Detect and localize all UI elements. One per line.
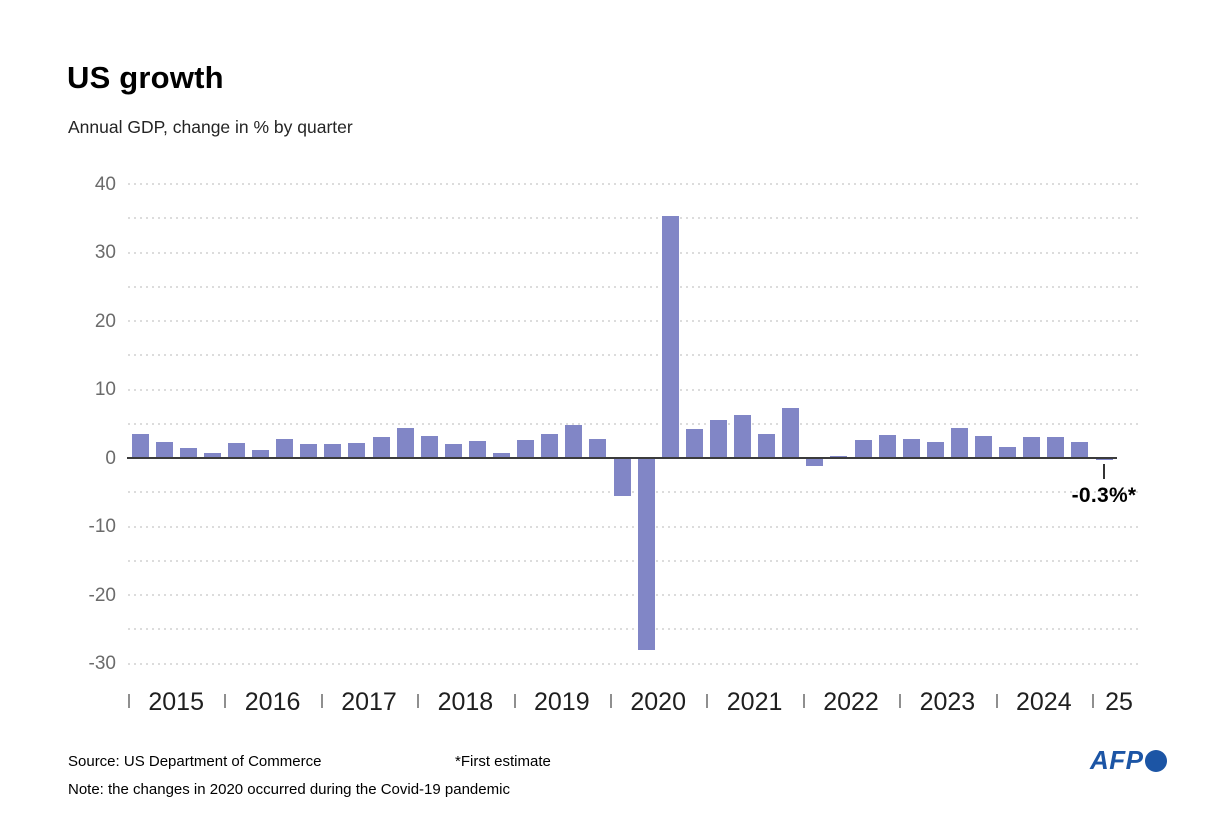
source-text: Source: US Department of Commerce: [68, 753, 322, 770]
x-axis-year-2017: 2017: [341, 688, 397, 716]
bar-2015-Q2: [155, 441, 173, 458]
x-axis-tick-0: [128, 694, 130, 708]
bar-2020-Q1: [613, 458, 631, 496]
gridline-5: [128, 422, 1140, 425]
y-axis-label--20: -20: [88, 584, 116, 606]
gridline-40: [128, 183, 1140, 185]
y-axis-label--30: -30: [88, 653, 116, 674]
y-axis-label-0: 0: [105, 447, 116, 469]
x-axis-year-2021: 2021: [726, 688, 783, 716]
bar-2018-Q3: [468, 440, 486, 458]
x-axis-year-2024: 2024: [1015, 688, 1072, 716]
gridline-30: [128, 251, 1140, 254]
bar-2022-Q4: [878, 434, 896, 458]
chart-subtitle: Annual GDP, change in % by quarter: [68, 117, 353, 137]
x-axis-year-2020: 2020: [630, 688, 686, 716]
x-axis-year-25: 25: [1105, 688, 1133, 716]
x-axis-year-2016: 2016: [244, 688, 301, 716]
annotation-pointer-line: [1103, 464, 1105, 479]
afp-logo: AFP: [1090, 745, 1180, 775]
bar-2023-Q4: [975, 436, 992, 458]
bar-2016-Q1: [227, 442, 245, 458]
covid-note: Note: the changes in 2020 occurred durin…: [68, 781, 510, 798]
bar-2021-Q1: [709, 419, 727, 458]
gridline--5: [128, 491, 1140, 494]
gridline-25: [128, 285, 1140, 288]
gridline--10: [128, 525, 1140, 528]
afp-logo-text: AFP: [1090, 745, 1144, 775]
bar-2018-Q4: [493, 453, 510, 458]
gridline-35: [128, 217, 1140, 220]
bar-2024-Q3: [1047, 436, 1065, 458]
chart-title: US growth: [67, 60, 224, 95]
gridline-20: [128, 320, 1140, 322]
bar-2024-Q2: [1023, 437, 1041, 458]
bar-2018-Q2: [444, 443, 462, 458]
bar-2021-Q4: [782, 407, 800, 458]
bar-2023-Q3: [950, 427, 968, 458]
bar-2025-Q1: [1095, 458, 1113, 461]
bar-2021-Q2: [734, 414, 751, 458]
first-estimate-note: *First estimate: [455, 753, 551, 770]
bar-2015-Q1: [131, 434, 149, 458]
x-axis-tick-1: [224, 694, 227, 708]
y-axis-label-30: 30: [94, 242, 116, 263]
x-axis-tick-10: [1092, 694, 1094, 708]
x-axis-zero-line: [127, 456, 1117, 459]
x-axis-tick-7: [802, 694, 805, 708]
bar-2020-Q4: [685, 428, 703, 458]
bar-2018-Q1: [420, 436, 438, 458]
gridline--15: [128, 559, 1140, 562]
x-axis-year-2019: 2019: [533, 688, 590, 716]
afp-logo-dot-icon: [1144, 750, 1167, 772]
x-axis-year-2022: 2022: [823, 688, 879, 716]
gridline-10: [128, 388, 1140, 391]
bar-2016-Q3: [276, 438, 294, 458]
bar-2023-Q1: [902, 438, 920, 458]
x-axis-tick-6: [706, 694, 709, 708]
y-axis-label--10: -10: [88, 516, 116, 537]
x-axis-tick-3: [417, 694, 420, 708]
x-axis-year-2023: 2023: [919, 688, 976, 716]
bar-2017-Q3: [372, 436, 390, 458]
gridline-15: [128, 354, 1140, 357]
bar-2022-Q1: [806, 458, 824, 467]
bar-2017-Q1: [324, 444, 342, 458]
y-axis-label-20: 20: [94, 310, 116, 332]
y-axis-label-10: 10: [94, 379, 116, 400]
bar-2021-Q3: [758, 434, 776, 458]
y-axis-label-40: 40: [94, 173, 116, 195]
bar-2015-Q4: [203, 453, 221, 458]
bar-2016-Q4: [300, 443, 318, 458]
bar-2023-Q2: [926, 441, 944, 458]
x-axis-tick-4: [513, 694, 516, 708]
bar-2017-Q4: [396, 427, 414, 458]
gridline--30: [128, 662, 1140, 665]
gridline--20: [128, 594, 1140, 596]
bar-2020-Q2: [637, 458, 655, 651]
bar-2024-Q4: [1071, 441, 1089, 458]
x-axis-tick-2: [320, 694, 323, 708]
bar-2020-Q3: [661, 216, 679, 458]
bar-2019-Q4: [589, 438, 607, 458]
bar-2024-Q1: [999, 447, 1017, 458]
x-axis-tick-9: [995, 694, 998, 708]
bar-2015-Q3: [179, 447, 197, 458]
x-axis-year-2018: 2018: [437, 688, 494, 716]
bar-2017-Q2: [348, 442, 366, 458]
bar-2016-Q2: [252, 449, 269, 458]
x-axis-tick-5: [610, 694, 612, 708]
x-axis-year-2015: 2015: [148, 688, 204, 716]
bar-2019-Q3: [565, 425, 583, 458]
bar-2022-Q3: [854, 439, 872, 458]
gridline--25: [128, 628, 1140, 631]
bar-2019-Q2: [541, 434, 559, 458]
bar-2019-Q1: [517, 440, 535, 458]
annotation-label: -0.3%*: [1071, 484, 1137, 507]
x-axis-tick-8: [899, 694, 902, 708]
